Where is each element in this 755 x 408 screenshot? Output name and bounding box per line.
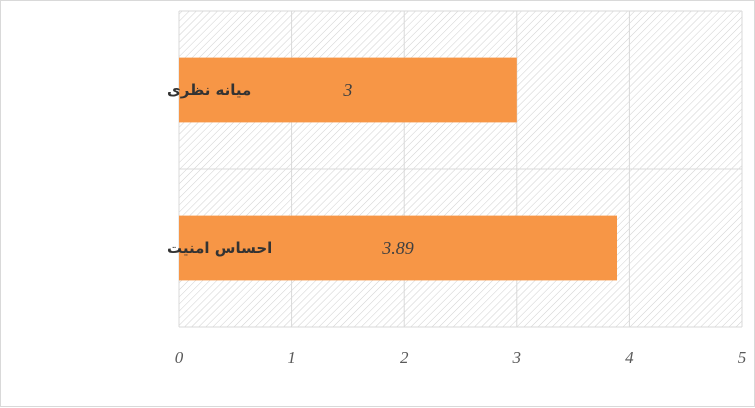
x-tick-label-0: 0	[175, 348, 184, 367]
data-label-1: 3.89	[381, 238, 414, 258]
bar-1	[179, 215, 618, 281]
x-tick-label-1: 1	[287, 348, 296, 367]
x-axis-ticks: 0 1 2 3 4 5	[175, 348, 747, 367]
x-tick-label-5: 5	[738, 348, 747, 367]
data-label-0: 3	[342, 80, 352, 100]
x-tick-label-3: 3	[512, 348, 522, 367]
x-tick-label-2: 2	[400, 348, 409, 367]
category-label-0: میانه نظری	[167, 81, 251, 99]
category-labels: میانه نظری احساس امنیت	[167, 81, 272, 257]
bar-0	[179, 57, 517, 123]
category-label-1: احساس امنیت	[167, 239, 272, 257]
x-tick-label-4: 4	[625, 348, 634, 367]
bars: 33.89	[179, 57, 618, 281]
